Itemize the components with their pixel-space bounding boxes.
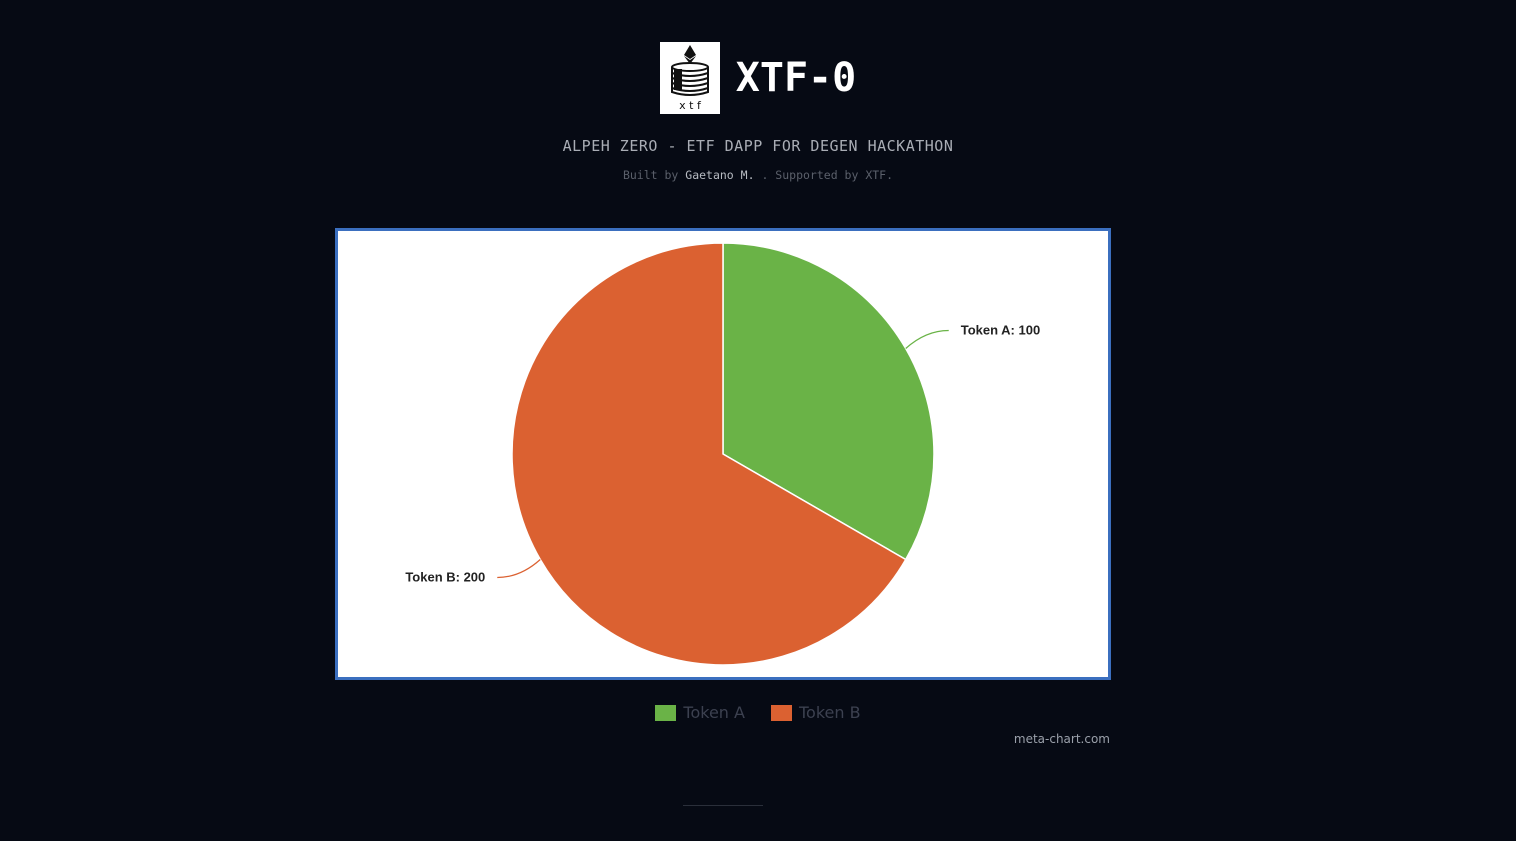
app-title: XTF-0 bbox=[735, 55, 857, 101]
footer-divider bbox=[683, 805, 763, 806]
chart-source-credit[interactable]: meta-chart.com bbox=[1013, 732, 1110, 746]
credits-line: Built by Gaetano M. . Supported by XTF. bbox=[0, 168, 1516, 182]
data-label-token-a: Token A: 100 bbox=[961, 323, 1040, 338]
callout-line-1 bbox=[497, 559, 541, 579]
legend-item-token-b[interactable]: Token B bbox=[770, 703, 861, 722]
credits-prefix: Built by bbox=[622, 168, 679, 182]
author-link[interactable]: Gaetano M. bbox=[685, 168, 755, 182]
credits-suffix: . bbox=[886, 168, 894, 182]
credits-middle: . Supported by bbox=[761, 168, 859, 182]
legend-label-token-a: Token A bbox=[683, 703, 745, 722]
supporter-link[interactable]: XTF bbox=[865, 168, 887, 182]
pie-slice-token-a[interactable] bbox=[722, 242, 935, 561]
callout-line-0 bbox=[905, 329, 949, 349]
data-label-token-b: Token B: 200 bbox=[405, 570, 485, 585]
legend-swatch-token-b bbox=[770, 704, 792, 721]
legend-label-token-b: Token B bbox=[798, 703, 861, 722]
page-subtitle: ALPEH ZERO - ETF DAPP FOR DEGEN HACKATHO… bbox=[562, 137, 954, 155]
chart-legend: Token A Token B bbox=[0, 703, 1516, 722]
legend-swatch-token-a bbox=[655, 704, 677, 721]
legend-item-token-a[interactable]: Token A bbox=[655, 703, 745, 722]
logo-icon[interactable]: x t f bbox=[659, 42, 720, 114]
pie-chart: Token A: 100 Token B: 200 bbox=[405, 242, 1040, 666]
logo-letters: x t f bbox=[679, 99, 702, 112]
header: x t f XTF-0 bbox=[0, 42, 1516, 114]
pie-chart-panel: Token A: 100 Token B: 200 bbox=[335, 228, 1111, 680]
